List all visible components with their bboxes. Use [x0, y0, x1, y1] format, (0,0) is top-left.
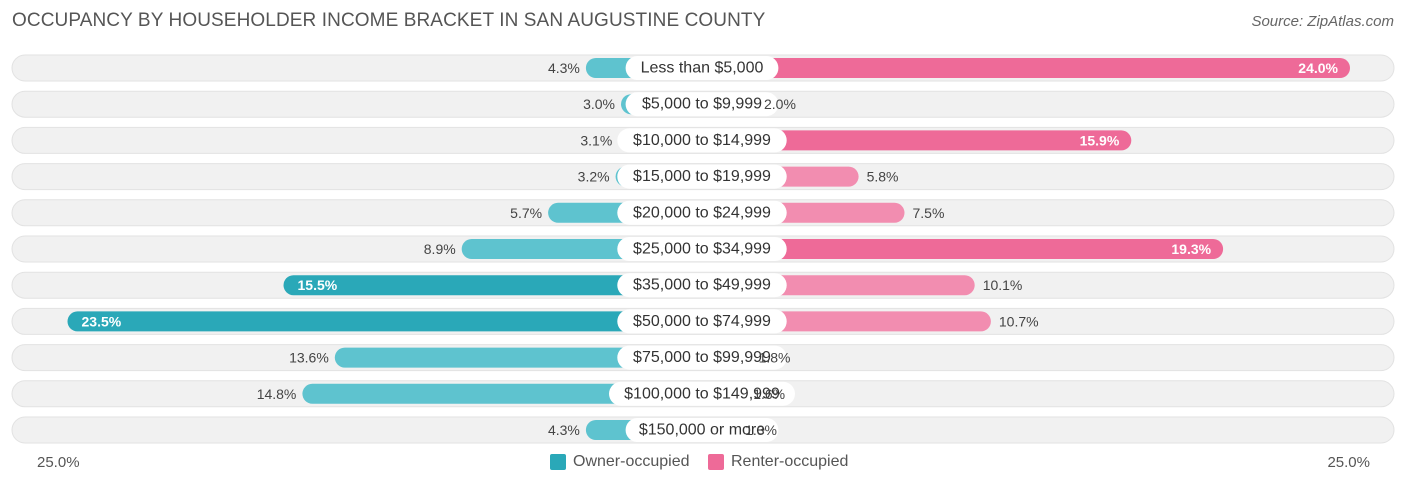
category-label: $50,000 to $74,999 [633, 313, 771, 330]
owner-value-label: 5.7% [510, 205, 542, 221]
category-label: $20,000 to $24,999 [633, 204, 771, 221]
category-pill [617, 309, 787, 334]
axis-left-label: 25.0% [37, 454, 80, 471]
owner-value-label: 23.5% [82, 313, 122, 329]
category-pill [617, 237, 787, 261]
chart: Less than $5,000 4.3% 24.0% $5,000 to $9,99… [11, 54, 1395, 444]
legend-renter-label: Renter-occupied [731, 453, 849, 470]
category-pill [625, 418, 779, 442]
legend-owner-label: Owner-occupied [573, 453, 690, 470]
legend-renter-swatch [708, 454, 724, 470]
legend-owner-swatch [550, 454, 566, 470]
category-pill [609, 381, 795, 406]
category-pill [617, 164, 787, 189]
category-pill [625, 92, 779, 117]
category-label: $25,000 to $34,999 [633, 241, 771, 258]
category-label: $35,000 to $49,999 [633, 277, 771, 294]
owner-bar [283, 275, 702, 296]
legend-owner: Owner-occupied [550, 453, 690, 471]
owner-value-label: 14.8% [257, 386, 297, 402]
renter-value-label: 2.0% [764, 96, 796, 112]
owner-bar [334, 347, 702, 368]
owner-value-label: 3.2% [578, 169, 610, 185]
owner-bar [302, 383, 702, 404]
owner-value-label: 15.5% [298, 277, 338, 293]
legend-renter: Renter-occupied [708, 453, 848, 471]
renter-bar [702, 58, 1350, 78]
owner-value-label: 4.3% [548, 60, 580, 76]
category-label: $150,000 or more [639, 422, 765, 439]
owner-value-label: 13.6% [289, 350, 329, 366]
owner-value-label: 3.1% [580, 132, 612, 148]
category-label: Less than $5,000 [641, 60, 764, 77]
category-label: $15,000 to $19,999 [633, 168, 771, 185]
category-pill [617, 345, 787, 370]
category-label: $5,000 to $9,999 [642, 96, 762, 113]
category-label: $100,000 to $149,999 [624, 385, 780, 402]
owner-value-label: 4.3% [548, 422, 580, 438]
owner-value-label: 8.9% [424, 241, 456, 257]
category-pill [617, 200, 787, 225]
source-note: Source: ZipAtlas.com [1251, 13, 1394, 30]
renter-value-label: 1.3% [745, 422, 777, 438]
renter-bar [702, 239, 1224, 259]
renter-value-label: 10.1% [983, 277, 1023, 293]
chart-title: OCCUPANCY BY HOUSEHOLDER INCOME BRACKET … [12, 10, 766, 31]
renter-value-label: 19.3% [1171, 241, 1211, 257]
renter-bar [702, 130, 1132, 151]
category-pill [625, 56, 779, 80]
renter-value-label: 7.5% [913, 205, 945, 221]
axis-right-label: 25.0% [1327, 454, 1370, 471]
owner-value-label: 3.0% [583, 96, 615, 112]
category-pill [617, 128, 787, 153]
renter-value-label: 10.7% [999, 313, 1039, 329]
renter-value-label: 1.8% [759, 350, 791, 366]
owner-bar [67, 311, 702, 332]
category-label: $75,000 to $99,999 [633, 349, 771, 366]
renter-value-label: 5.8% [867, 169, 899, 185]
category-pill [617, 273, 787, 298]
renter-value-label: 15.9% [1080, 132, 1120, 148]
renter-value-label: 1.6% [753, 386, 785, 402]
renter-value-label: 24.0% [1298, 60, 1338, 76]
category-label: $10,000 to $14,999 [633, 132, 771, 149]
